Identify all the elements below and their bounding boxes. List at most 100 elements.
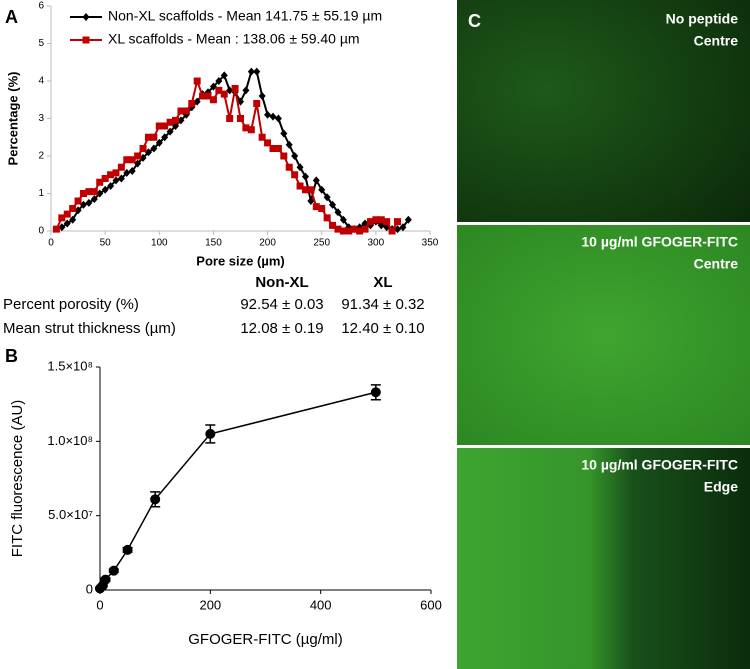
marker — [100, 574, 111, 585]
marker — [350, 225, 358, 233]
marker — [144, 133, 152, 141]
marker — [117, 163, 125, 171]
legend-label: Non-XL scaffolds - Mean 141.75 ± 55.19 µ… — [108, 8, 382, 24]
marker — [63, 210, 71, 218]
marker — [339, 215, 347, 224]
y-tick-label: 6 — [38, 1, 44, 12]
marker — [312, 176, 320, 185]
marker — [199, 92, 207, 100]
marker — [215, 77, 223, 85]
marker — [247, 126, 255, 134]
marker — [155, 138, 163, 147]
marker — [122, 544, 133, 555]
marker — [82, 36, 90, 44]
marker — [150, 133, 158, 141]
marker — [274, 145, 282, 152]
marker — [269, 112, 277, 121]
image-label: No peptide — [666, 11, 739, 27]
marker — [90, 195, 98, 204]
x-tick-label: 350 — [422, 238, 439, 249]
marker — [107, 182, 115, 190]
marker — [96, 178, 104, 186]
marker — [161, 133, 169, 142]
x-tick-label: 400 — [310, 597, 332, 612]
y-axis-title: FITC fluorescence (AU) — [9, 400, 26, 558]
table-cell: 91.34 ± 0.32 — [341, 296, 424, 313]
marker — [101, 185, 109, 194]
marker — [79, 190, 87, 197]
marker — [117, 174, 125, 183]
marker — [226, 115, 234, 122]
marker — [307, 186, 315, 194]
marker — [231, 85, 239, 92]
marker — [90, 188, 98, 196]
y-tick-label: 1 — [38, 188, 44, 199]
x-tick-label: 150 — [205, 238, 222, 249]
marker — [264, 110, 272, 119]
micrograph — [457, 448, 750, 669]
marker — [318, 185, 326, 194]
marker — [166, 118, 174, 126]
marker — [394, 225, 402, 234]
marker — [226, 86, 234, 95]
y-tick-label: 1.5×10⁸ — [47, 358, 93, 373]
marker — [291, 171, 299, 179]
marker — [296, 163, 304, 172]
marker — [209, 82, 217, 91]
marker — [69, 205, 77, 212]
marker — [108, 565, 119, 576]
marker — [188, 100, 196, 107]
marker — [258, 133, 266, 141]
marker — [177, 107, 185, 115]
marker — [128, 167, 136, 175]
marker — [220, 90, 228, 98]
y-tick-label: 5 — [38, 38, 44, 49]
marker — [166, 127, 174, 136]
marker — [69, 215, 77, 224]
marker — [356, 227, 364, 235]
marker — [334, 225, 342, 233]
y-tick-label: 0 — [38, 226, 44, 237]
marker — [264, 139, 272, 147]
marker — [58, 223, 66, 232]
table-cell: 12.40 ± 0.10 — [341, 320, 424, 337]
marker — [177, 116, 185, 125]
micrograph — [457, 225, 750, 445]
marker — [82, 13, 90, 21]
table-cell: 92.54 ± 0.03 — [240, 296, 323, 313]
x-tick-label: 200 — [199, 597, 221, 612]
marker — [85, 198, 93, 207]
marker — [323, 214, 331, 222]
marker — [107, 171, 115, 179]
marker — [123, 156, 131, 164]
marker — [323, 193, 331, 202]
x-tick-label: 50 — [100, 238, 112, 249]
marker — [123, 168, 131, 177]
x-axis-title: Pore size (µm) — [196, 253, 284, 268]
y-tick-label: 4 — [38, 76, 44, 87]
marker — [172, 122, 180, 130]
marker — [193, 77, 201, 85]
y-tick-label: 2 — [38, 151, 44, 162]
x-tick-label: 200 — [259, 238, 276, 249]
x-tick-label: 600 — [420, 597, 442, 612]
marker — [128, 156, 136, 164]
marker — [388, 227, 396, 235]
marker — [204, 92, 212, 100]
table-cell: Mean strut thickness (µm) — [3, 320, 176, 337]
marker — [247, 67, 255, 76]
marker — [318, 205, 326, 212]
marker — [242, 124, 250, 132]
data-line — [99, 391, 377, 590]
y-axis-title: Percentage (%) — [5, 72, 20, 166]
marker — [296, 182, 304, 190]
y-tick-label: 0 — [86, 581, 93, 596]
y-tick-label: 5.0×10⁷ — [48, 507, 93, 522]
marker — [370, 387, 381, 398]
image-label: 10 µg/ml GFOGER-FITC — [581, 234, 738, 250]
x-axis-title: GFOGER-FITC (µg/ml) — [188, 631, 342, 648]
marker — [150, 144, 158, 153]
marker — [269, 145, 277, 152]
x-tick-label: 250 — [313, 238, 330, 249]
